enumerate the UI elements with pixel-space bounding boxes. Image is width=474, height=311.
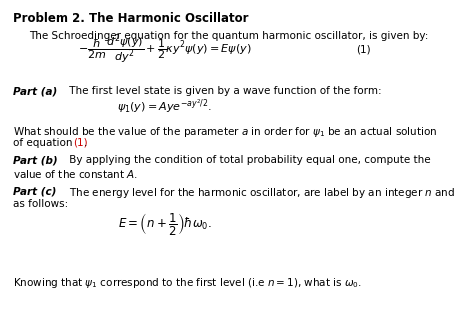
Text: By applying the condition of total probability equal one, compute the: By applying the condition of total proba… xyxy=(65,156,430,165)
Text: $\psi_1(y) = Aye^{-ay^2/2}.$: $\psi_1(y) = Aye^{-ay^2/2}.$ xyxy=(117,98,212,115)
Text: of equation: of equation xyxy=(13,138,76,148)
Text: .: . xyxy=(84,138,88,148)
Text: Knowing that $\psi_1$ correspond to the first level (i.e $n = 1$), what is $\ome: Knowing that $\psi_1$ correspond to the … xyxy=(13,276,362,290)
Text: Part (b): Part (b) xyxy=(13,156,58,165)
Text: What should be the value of the parameter $a$ in order for $\psi_1$ be an actual: What should be the value of the paramete… xyxy=(13,125,438,139)
Text: Part (c): Part (c) xyxy=(13,186,56,196)
Text: as follows:: as follows: xyxy=(13,199,68,209)
Text: The energy level for the harmonic oscillator, are label by an integer $n$ and: The energy level for the harmonic oscill… xyxy=(65,186,455,200)
Text: The Schroedinger equation for the quantum harmonic oscillator, is given by:: The Schroedinger equation for the quantu… xyxy=(28,31,428,41)
Text: The first level state is given by a wave function of the form:: The first level state is given by a wave… xyxy=(65,86,381,96)
Text: $-\dfrac{\hbar}{2m}\dfrac{d^2\psi(y)}{dy^2} + \dfrac{1}{2}\kappa y^2\psi(y) = E\: $-\dfrac{\hbar}{2m}\dfrac{d^2\psi(y)}{dy… xyxy=(78,32,251,66)
Text: Part (a): Part (a) xyxy=(13,86,57,96)
Text: (1): (1) xyxy=(356,44,371,54)
Text: $E = \left(n + \dfrac{1}{2}\right)\hbar\omega_0.$: $E = \left(n + \dfrac{1}{2}\right)\hbar\… xyxy=(118,211,212,237)
Text: (1): (1) xyxy=(73,138,88,148)
Text: Problem 2. The Harmonic Oscillator: Problem 2. The Harmonic Oscillator xyxy=(13,12,248,25)
Text: value of the constant $A$.: value of the constant $A$. xyxy=(13,169,138,180)
